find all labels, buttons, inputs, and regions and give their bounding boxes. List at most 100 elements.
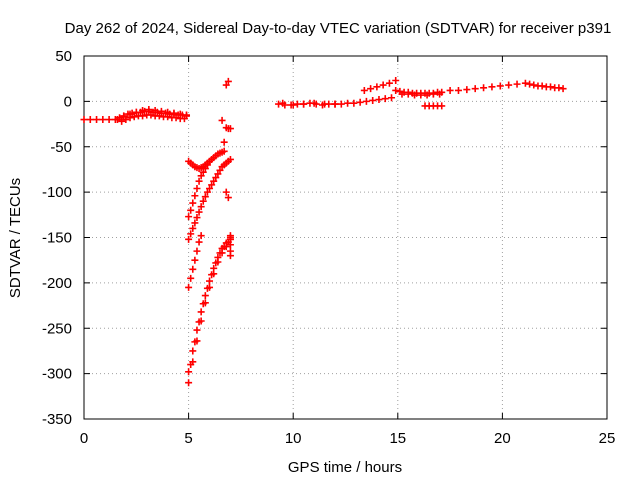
x-tick-label: 10: [285, 430, 302, 447]
data-point: [337, 100, 345, 108]
data-point: [555, 84, 563, 92]
data-point: [203, 161, 211, 169]
x-axis-label: GPS time / hours: [288, 459, 402, 476]
data-point: [220, 138, 228, 146]
tick-label-layer: 0 5 10 15 20 25 50 0 -50 -100 -150 -200 -250 -300 -350: [42, 48, 615, 447]
data-point: [210, 177, 218, 185]
data-point: [488, 83, 496, 91]
points-layer: [80, 77, 567, 387]
y-tick-label: -350: [42, 411, 72, 428]
data-point: [360, 86, 368, 94]
y-tick-label: 50: [55, 48, 72, 65]
data-point: [189, 347, 197, 355]
data-point: [147, 111, 155, 119]
data-point: [208, 181, 216, 189]
data-point: [224, 194, 232, 202]
data-point: [189, 265, 197, 273]
data-point: [197, 172, 205, 180]
data-point: [222, 81, 230, 89]
data-point: [521, 79, 529, 87]
data-point: [193, 247, 201, 255]
data-point: [191, 256, 199, 264]
data-point: [195, 177, 203, 185]
data-point: [436, 90, 444, 98]
data-point: [350, 99, 358, 107]
data-point: [505, 81, 513, 89]
data-point: [226, 247, 234, 255]
data-point: [438, 102, 446, 110]
x-tick-label: 25: [599, 430, 616, 447]
data-point: [113, 116, 121, 124]
data-point: [206, 277, 214, 285]
data-point: [197, 232, 205, 240]
data-point: [496, 82, 504, 90]
data-point: [195, 208, 203, 216]
data-point: [379, 81, 387, 89]
data-point: [220, 147, 228, 155]
y-tick-label: -300: [42, 366, 72, 383]
data-point: [388, 94, 396, 102]
x-tick-label: 0: [80, 430, 88, 447]
data-point: [385, 79, 393, 87]
data-point: [369, 96, 377, 104]
data-point: [193, 184, 201, 192]
data-point: [367, 85, 375, 93]
data-point: [105, 116, 113, 124]
data-point: [199, 168, 207, 176]
data-point: [185, 213, 193, 221]
data-point: [331, 100, 339, 108]
data-point: [157, 107, 165, 115]
data-point: [197, 308, 205, 316]
data-point: [172, 114, 180, 122]
data-point: [201, 165, 209, 173]
data-point: [176, 110, 184, 118]
data-point: [547, 83, 555, 91]
data-point: [206, 283, 214, 291]
data-point: [86, 116, 94, 124]
data-point: [164, 108, 172, 116]
y-tick-label: -250: [42, 320, 72, 337]
data-point: [189, 199, 197, 207]
data-point: [170, 109, 178, 117]
data-point: [214, 258, 222, 266]
data-point: [344, 99, 352, 107]
data-point: [214, 170, 222, 178]
data-point: [480, 84, 488, 92]
data-point: [226, 232, 234, 240]
x-tick-label: 20: [494, 430, 511, 447]
data-point: [185, 379, 193, 387]
data-point: [80, 116, 88, 124]
data-point: [222, 188, 230, 196]
data-point: [417, 91, 425, 99]
data-point: [222, 243, 230, 251]
data-point: [193, 337, 201, 345]
data-point: [373, 83, 381, 91]
x-tick-label: 5: [184, 430, 192, 447]
data-point: [212, 174, 220, 182]
data-point: [93, 116, 101, 124]
chart-title: Day 262 of 2024, Sidereal Day-to-day VTE…: [65, 20, 612, 37]
data-point: [210, 270, 218, 278]
data-point: [145, 106, 153, 114]
data-point: [193, 326, 201, 334]
data-point: [411, 91, 419, 99]
data-point: [139, 106, 147, 114]
data-point: [130, 113, 138, 121]
y-tick-label: -100: [42, 184, 72, 201]
data-point: [199, 197, 207, 205]
data-point: [180, 115, 188, 123]
data-point: [224, 77, 232, 85]
data-point: [275, 100, 283, 108]
data-point: [216, 166, 224, 174]
data-point: [155, 112, 163, 120]
data-point: [226, 125, 234, 133]
data-point: [185, 283, 193, 291]
data-point: [300, 100, 308, 108]
data-point: [191, 219, 199, 227]
data-point: [446, 86, 454, 94]
data-point: [454, 86, 462, 94]
data-point: [201, 299, 209, 307]
data-point: [183, 111, 191, 119]
